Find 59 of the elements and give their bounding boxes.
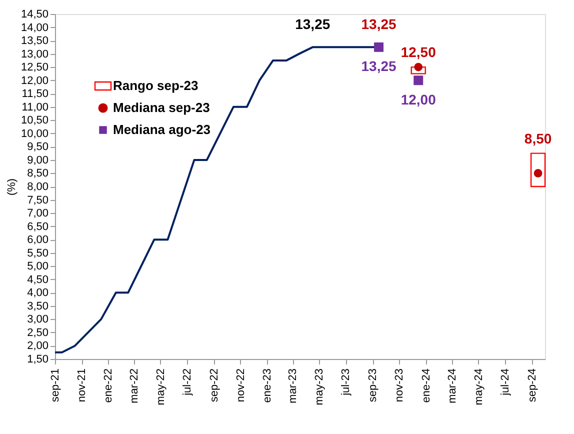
x-tick-label: nov-21: [76, 368, 88, 402]
legend-label: Mediana sep-23: [113, 100, 210, 115]
x-tick-label: sep-24: [526, 368, 538, 402]
y-tick-label: 7,50: [27, 194, 48, 206]
x-tick-label: mar-22: [128, 368, 140, 404]
point: [414, 76, 424, 86]
legend-label: Mediana ago-23: [113, 122, 211, 137]
data-label: 13,25: [361, 58, 396, 74]
y-tick-label: 12,00: [20, 74, 48, 87]
annotation: 13,25: [295, 16, 330, 32]
y-tick-label: 2,00: [27, 340, 48, 352]
y-tick-label: 12,50: [20, 62, 48, 74]
y-tick-label: 6,50: [27, 220, 48, 233]
x-tick-label: sep-23: [367, 368, 380, 402]
y-tick-label: 14,50: [20, 8, 48, 20]
y-tick-label: 6,00: [27, 234, 48, 246]
x-tick-label: ene-23: [261, 368, 274, 403]
y-tick-label: 13,00: [20, 48, 48, 60]
y-tick-label: 8,00: [27, 181, 48, 193]
y-tick-label: 7,00: [27, 208, 48, 220]
x-tick-label: may-24: [472, 368, 485, 406]
y-tick-label: 8,50: [27, 168, 48, 180]
x-tick-label: ene-22: [102, 368, 115, 403]
x-tick-label: sep-22: [208, 368, 220, 402]
data-label: 12,00: [400, 91, 436, 108]
y-tick-label: 11,00: [22, 101, 48, 114]
y-axis-title: (%): [6, 178, 18, 196]
y-tick-label: 11,50: [22, 88, 48, 100]
annotation: 13,25: [361, 16, 396, 32]
x-tick-label: may-23: [314, 368, 326, 406]
x-tick-label: mar-23: [287, 368, 300, 404]
legend-label: Rango sep-23: [113, 78, 198, 93]
x-tick-label: nov-22: [234, 368, 247, 402]
data-label: 8,50: [524, 130, 552, 146]
point: [374, 42, 384, 52]
y-tick-label: 14,00: [20, 22, 48, 34]
x-tick-label: sep-21: [50, 368, 62, 402]
x-tick-label: nov-23: [394, 368, 406, 402]
y-tick-label: 13,50: [20, 35, 48, 48]
x-tick-label: jul-23: [340, 368, 352, 396]
point: [414, 62, 423, 72]
y-tick-label: 5,00: [27, 260, 48, 273]
data-label: 12,50: [400, 44, 436, 60]
y-tick-label: 1,50: [27, 354, 48, 366]
y-tick-label: 5,50: [27, 247, 48, 260]
x-tick-label: ene-24: [420, 368, 432, 403]
y-tick-label: 10,00: [20, 128, 48, 140]
x-tick-label: may-22: [154, 368, 167, 406]
y-tick-label: 3,00: [27, 314, 48, 326]
y-tick-label: 10,50: [20, 114, 48, 127]
y-tick-label: 9,00: [27, 154, 48, 166]
y-tick-label: 4,00: [27, 287, 48, 300]
y-tick-label: 3,50: [27, 300, 48, 312]
y-tick-label: 9,50: [27, 141, 48, 154]
y-tick-label: 2,50: [27, 326, 48, 339]
x-tick-label: mar-24: [446, 368, 458, 404]
x-tick-label: jul-22: [181, 368, 194, 396]
y-tick-label: 4,50: [27, 274, 48, 286]
x-tick-label: jul-24: [499, 368, 512, 396]
